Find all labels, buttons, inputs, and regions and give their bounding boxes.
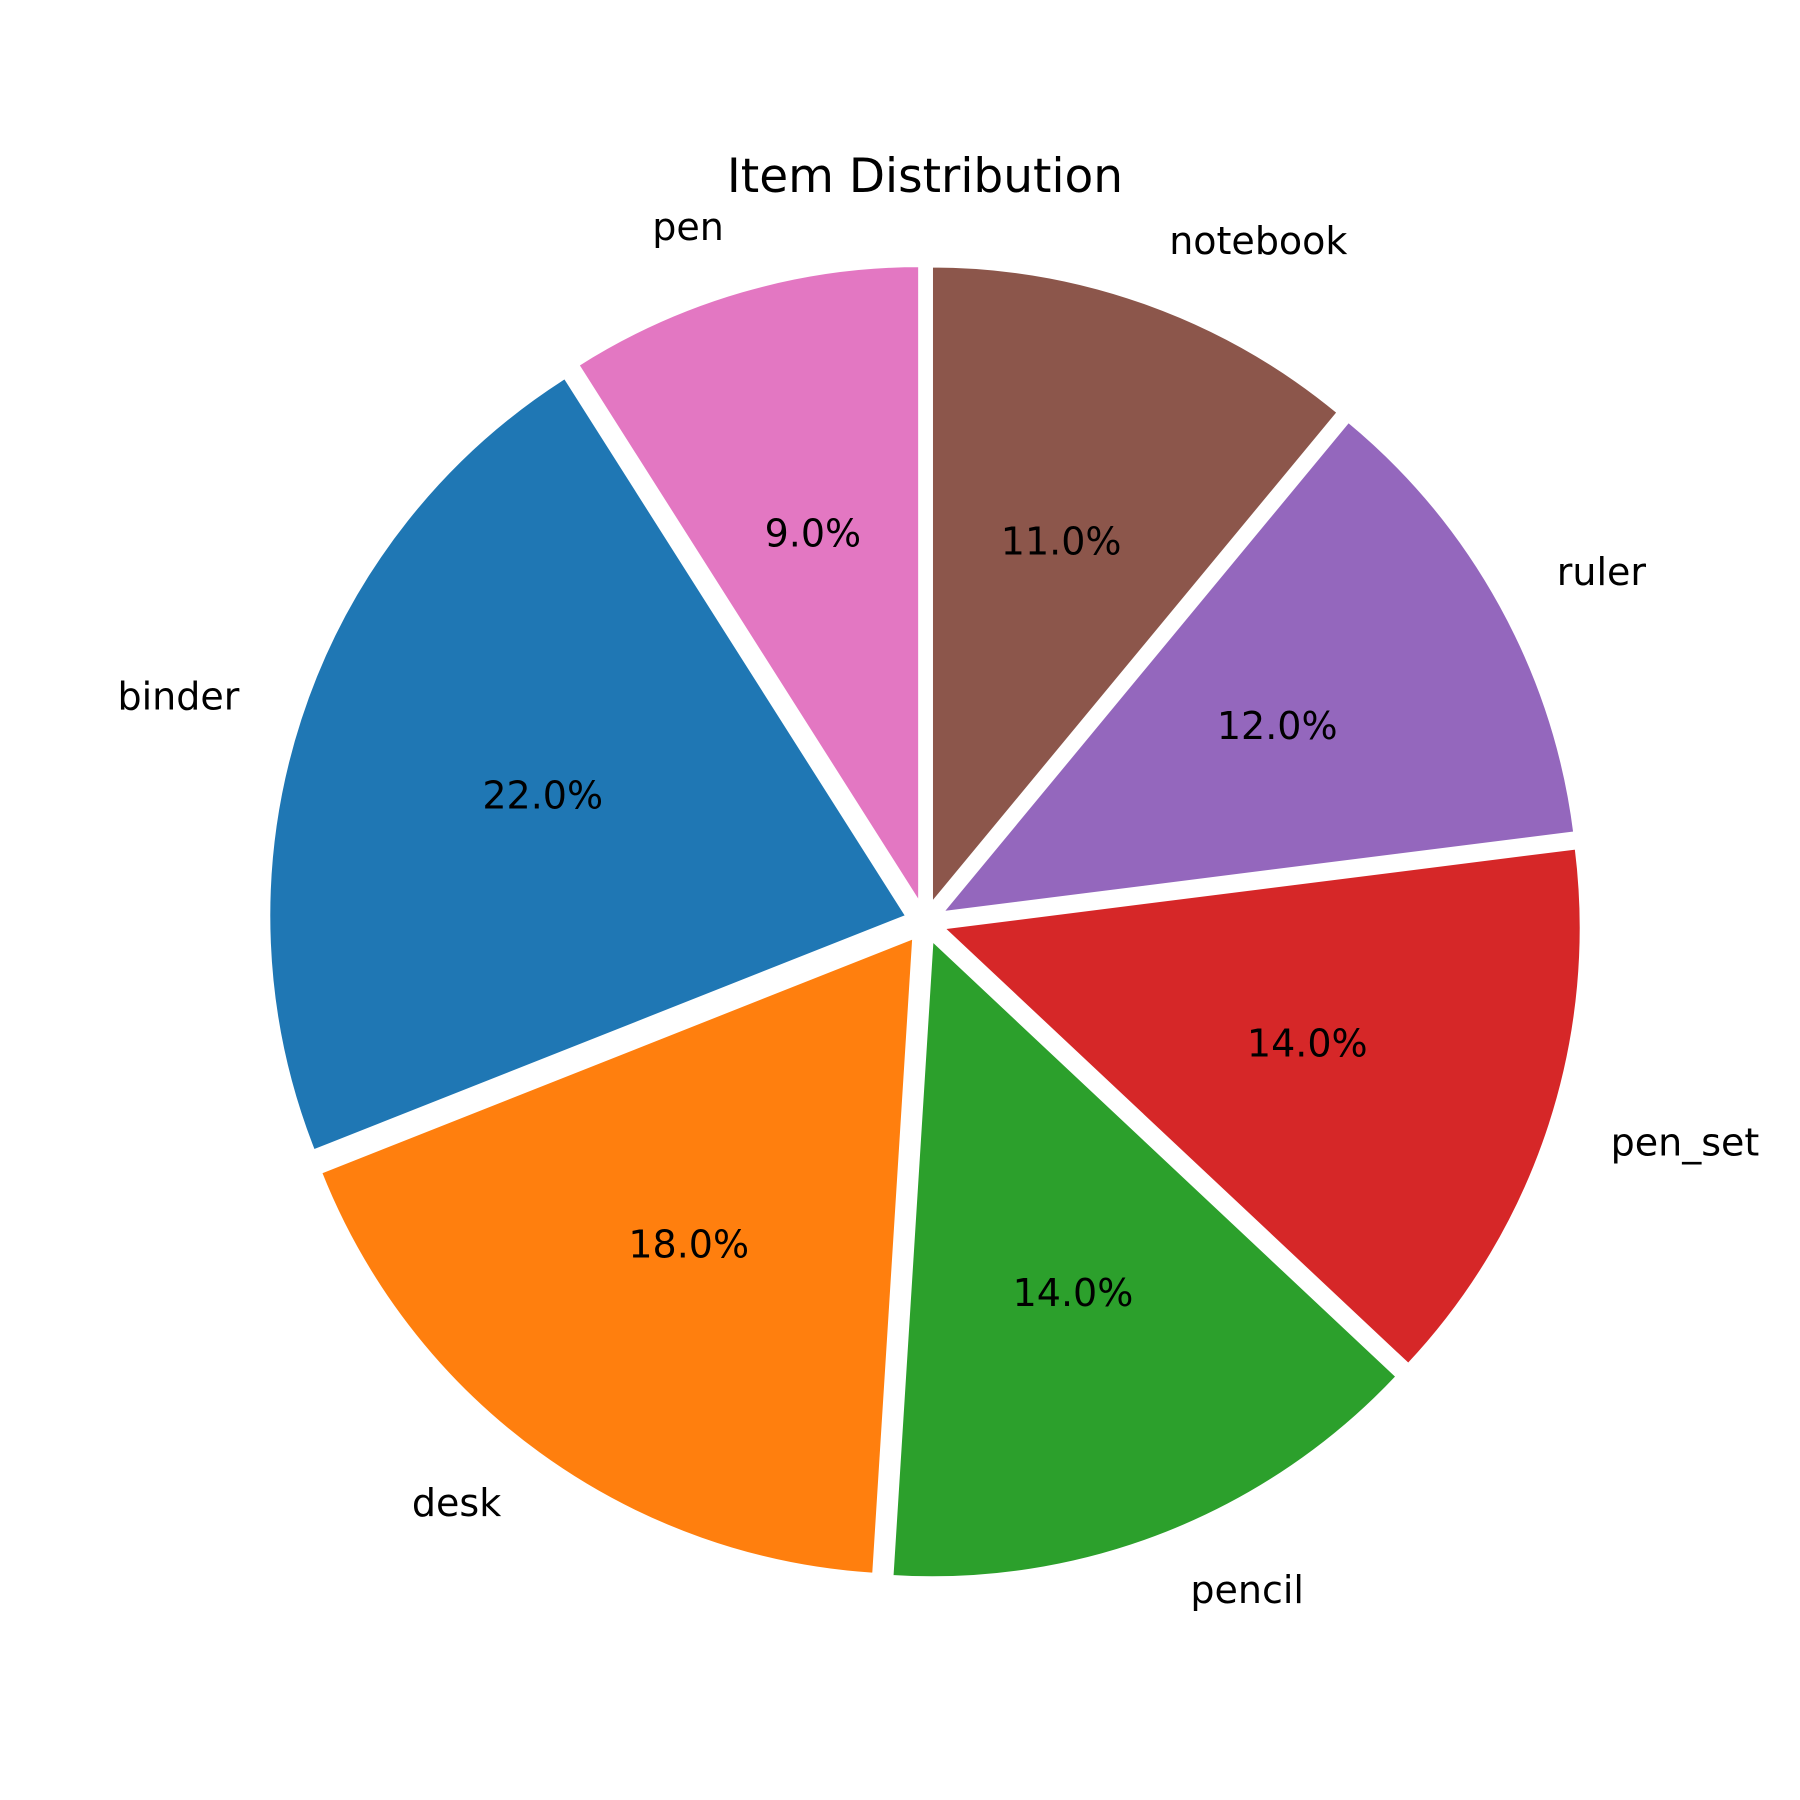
slice-pct-label-pencil: 14.0% bbox=[1013, 1271, 1134, 1315]
pie-slice-pen-set bbox=[939, 846, 1583, 1367]
slice-label-ruler: ruler bbox=[1557, 550, 1647, 594]
slice-pct-label-ruler: 12.0% bbox=[1217, 704, 1338, 748]
slice-pct-label-pen: 9.0% bbox=[765, 512, 862, 556]
slice-label-pencil: pencil bbox=[1190, 1568, 1304, 1612]
slice-label-notebook: notebook bbox=[1169, 219, 1347, 263]
pie-slice-ruler bbox=[938, 419, 1577, 915]
chart-title: Item Distribution bbox=[727, 149, 1123, 204]
pie-slice-binder bbox=[267, 375, 910, 1153]
pie-slices bbox=[267, 264, 1583, 1580]
slice-label-pen: pen bbox=[652, 205, 724, 249]
slice-pct-label-desk: 18.0% bbox=[628, 1223, 749, 1267]
pie-slice-pen bbox=[575, 264, 922, 909]
slice-pct-label-binder: 22.0% bbox=[482, 773, 603, 817]
pie-slice-desk bbox=[318, 935, 916, 1576]
slice-pct-label-pen-set: 14.0% bbox=[1247, 1022, 1368, 1066]
slice-pct-label-notebook: 11.0% bbox=[1001, 519, 1122, 563]
pie-labels: pen 9.0% binder 22.0% desk 18.0% pencil 14.0% pe… bbox=[117, 205, 1759, 1612]
slice-label-binder: binder bbox=[117, 675, 239, 719]
slice-label-pen-set: pen_set bbox=[1611, 1120, 1760, 1164]
pie-slice-notebook bbox=[929, 264, 1341, 909]
pie-slice-pencil bbox=[890, 936, 1400, 1580]
slice-label-desk: desk bbox=[412, 1481, 501, 1525]
